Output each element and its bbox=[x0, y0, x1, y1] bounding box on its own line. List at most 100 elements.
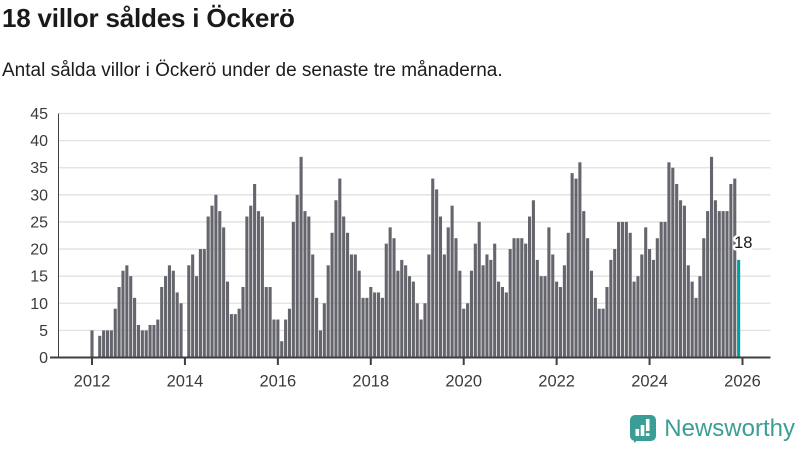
y-tick-label: 0 bbox=[39, 350, 48, 367]
bar bbox=[229, 314, 233, 358]
bar bbox=[717, 211, 721, 358]
bar bbox=[493, 243, 497, 358]
bar bbox=[454, 238, 458, 358]
x-tick-label: 2020 bbox=[445, 373, 482, 391]
bar bbox=[330, 232, 334, 358]
bar bbox=[361, 297, 365, 358]
bar bbox=[442, 254, 446, 358]
bar bbox=[582, 211, 586, 358]
chart-subtitle: Antal sålda villor i Öckerö under de sen… bbox=[2, 60, 503, 81]
bar bbox=[671, 167, 675, 358]
y-tick-label: 35 bbox=[30, 160, 48, 177]
bar bbox=[597, 308, 601, 358]
bar bbox=[435, 189, 439, 358]
bar bbox=[481, 265, 485, 358]
bar bbox=[659, 221, 663, 358]
bar bbox=[729, 183, 733, 358]
bar bbox=[384, 243, 388, 358]
bar bbox=[342, 216, 346, 358]
bar bbox=[512, 238, 516, 358]
bar bbox=[570, 173, 574, 358]
bar bbox=[237, 308, 241, 358]
bar bbox=[500, 287, 504, 358]
bar bbox=[156, 319, 160, 358]
bar bbox=[446, 227, 450, 358]
highlight-bar bbox=[737, 259, 741, 358]
bar bbox=[218, 211, 222, 358]
bar bbox=[303, 211, 307, 358]
bar bbox=[245, 216, 249, 358]
bar bbox=[256, 211, 261, 358]
bar bbox=[276, 319, 280, 358]
bar bbox=[609, 259, 613, 358]
bar bbox=[473, 243, 477, 358]
bar bbox=[485, 254, 489, 358]
bar bbox=[291, 221, 295, 358]
bar bbox=[187, 265, 191, 358]
bar bbox=[578, 162, 582, 358]
bar bbox=[113, 308, 117, 358]
bar bbox=[562, 265, 566, 358]
x-tick-label: 2022 bbox=[538, 373, 575, 391]
bar bbox=[311, 254, 315, 358]
y-tick-label: 15 bbox=[30, 269, 48, 286]
bar bbox=[315, 297, 319, 358]
y-tick-label: 20 bbox=[30, 242, 48, 259]
bar bbox=[388, 227, 392, 358]
bar bbox=[338, 178, 342, 358]
bar bbox=[462, 308, 466, 358]
bar bbox=[152, 324, 156, 358]
bar bbox=[427, 254, 431, 358]
bar bbox=[346, 232, 350, 358]
bar bbox=[353, 254, 357, 358]
bar bbox=[593, 297, 597, 358]
bar bbox=[450, 205, 454, 358]
bar bbox=[233, 314, 237, 358]
bar bbox=[679, 200, 683, 358]
bar bbox=[648, 249, 652, 358]
bar bbox=[438, 216, 443, 358]
bar bbox=[527, 216, 532, 358]
bar bbox=[415, 303, 419, 358]
bar bbox=[175, 292, 179, 358]
bar bbox=[287, 308, 292, 358]
bar bbox=[524, 243, 528, 358]
bar bbox=[400, 259, 404, 358]
bar bbox=[396, 270, 400, 358]
bar bbox=[655, 238, 659, 358]
bar bbox=[675, 183, 679, 358]
newsworthy-logo: Newsworthy bbox=[629, 414, 795, 444]
bar bbox=[497, 281, 501, 358]
bar bbox=[539, 276, 543, 358]
bar bbox=[102, 330, 106, 358]
y-tick-label: 45 bbox=[30, 106, 48, 123]
bar bbox=[376, 292, 381, 358]
bar bbox=[365, 297, 369, 358]
bar bbox=[586, 238, 590, 358]
bar bbox=[702, 238, 706, 358]
bar bbox=[349, 254, 353, 358]
bar bbox=[520, 238, 524, 358]
bar bbox=[624, 221, 628, 358]
bar bbox=[431, 178, 435, 358]
bar bbox=[663, 221, 667, 358]
bar bbox=[543, 276, 547, 358]
bar bbox=[295, 194, 299, 358]
bar bbox=[516, 238, 520, 358]
bar bbox=[164, 276, 168, 358]
bar bbox=[260, 216, 264, 358]
bar bbox=[601, 308, 605, 358]
bar bbox=[307, 216, 311, 358]
bar bbox=[129, 276, 133, 358]
bar bbox=[713, 200, 717, 358]
bar bbox=[423, 303, 427, 358]
bar bbox=[322, 303, 326, 358]
bar bbox=[698, 276, 702, 358]
bar bbox=[264, 287, 268, 358]
bar bbox=[194, 276, 199, 358]
x-tick-label: 2024 bbox=[631, 373, 668, 391]
bar bbox=[690, 281, 694, 358]
bar bbox=[369, 287, 373, 358]
y-tick-label: 30 bbox=[30, 187, 48, 204]
bar bbox=[179, 303, 183, 358]
